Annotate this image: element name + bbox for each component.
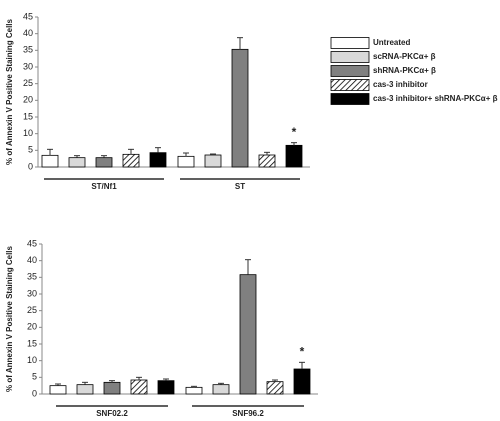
y-tick-label: 45	[23, 11, 33, 21]
annotation: *	[292, 125, 297, 139]
y-axis-label: % of Annexin V Positive Staining Cells	[5, 18, 14, 165]
bar	[293, 368, 311, 395]
bar	[122, 153, 140, 168]
y-tick-label: 5	[32, 372, 37, 382]
y-tick-label: 5	[28, 145, 33, 155]
y-tick-label: 15	[27, 338, 37, 348]
y-tick-label: 25	[23, 78, 33, 88]
y-tick-label: 10	[23, 128, 33, 138]
bar	[231, 48, 249, 168]
legend-swatch	[330, 37, 370, 49]
y-axis-label: % of Annexin V Positive Staining Cells	[5, 245, 14, 392]
bar	[76, 384, 94, 395]
legend-label: shRNA-PKCα+ β	[373, 66, 436, 75]
y-tick-label: 25	[27, 305, 37, 315]
y-tick-label: 45	[27, 238, 37, 248]
y-tick-label: 0	[32, 388, 37, 398]
legend-label: cas-3 inhibitor+ shRNA-PKCα+ β	[373, 94, 498, 103]
legend-label: cas-3 inhibitor	[373, 80, 428, 89]
bar	[285, 144, 303, 168]
y-tick-label: 10	[27, 355, 37, 365]
legend-label: scRNA-PKCα+ β	[373, 52, 436, 61]
bar	[212, 384, 230, 395]
y-tick-label: 35	[27, 272, 37, 282]
bar	[204, 154, 222, 168]
bar	[157, 380, 175, 395]
legend-swatch	[330, 65, 370, 77]
legend-swatch	[330, 79, 370, 91]
bar	[177, 155, 195, 168]
x-tick-label: ST/Nf1	[91, 182, 117, 191]
y-tick-label: 40	[27, 255, 37, 265]
y-tick-label: 30	[27, 288, 37, 298]
x-tick-label: SNF96.2	[232, 409, 264, 418]
bar	[239, 274, 257, 395]
legend-swatch	[330, 51, 370, 63]
bar	[68, 157, 86, 168]
y-tick-label: 15	[23, 111, 33, 121]
y-tick-label: 20	[27, 322, 37, 332]
bar	[49, 385, 67, 395]
x-tick-label: ST	[235, 182, 245, 191]
x-tick-label: SNF02.2	[96, 409, 128, 418]
y-tick-label: 40	[23, 28, 33, 38]
y-tick-label: 20	[23, 95, 33, 105]
y-tick-label: 35	[23, 45, 33, 55]
annotation: *	[300, 345, 305, 359]
bar	[266, 381, 284, 395]
bar	[95, 157, 113, 168]
bar	[185, 386, 203, 395]
bar	[258, 154, 276, 168]
legend-swatch	[330, 93, 370, 105]
y-tick-label: 30	[23, 61, 33, 71]
bar	[103, 381, 121, 395]
bar	[41, 154, 59, 168]
legend-label: Untreated	[373, 38, 410, 47]
bar	[149, 152, 167, 168]
y-tick-label: 0	[28, 161, 33, 171]
bar	[130, 379, 148, 395]
